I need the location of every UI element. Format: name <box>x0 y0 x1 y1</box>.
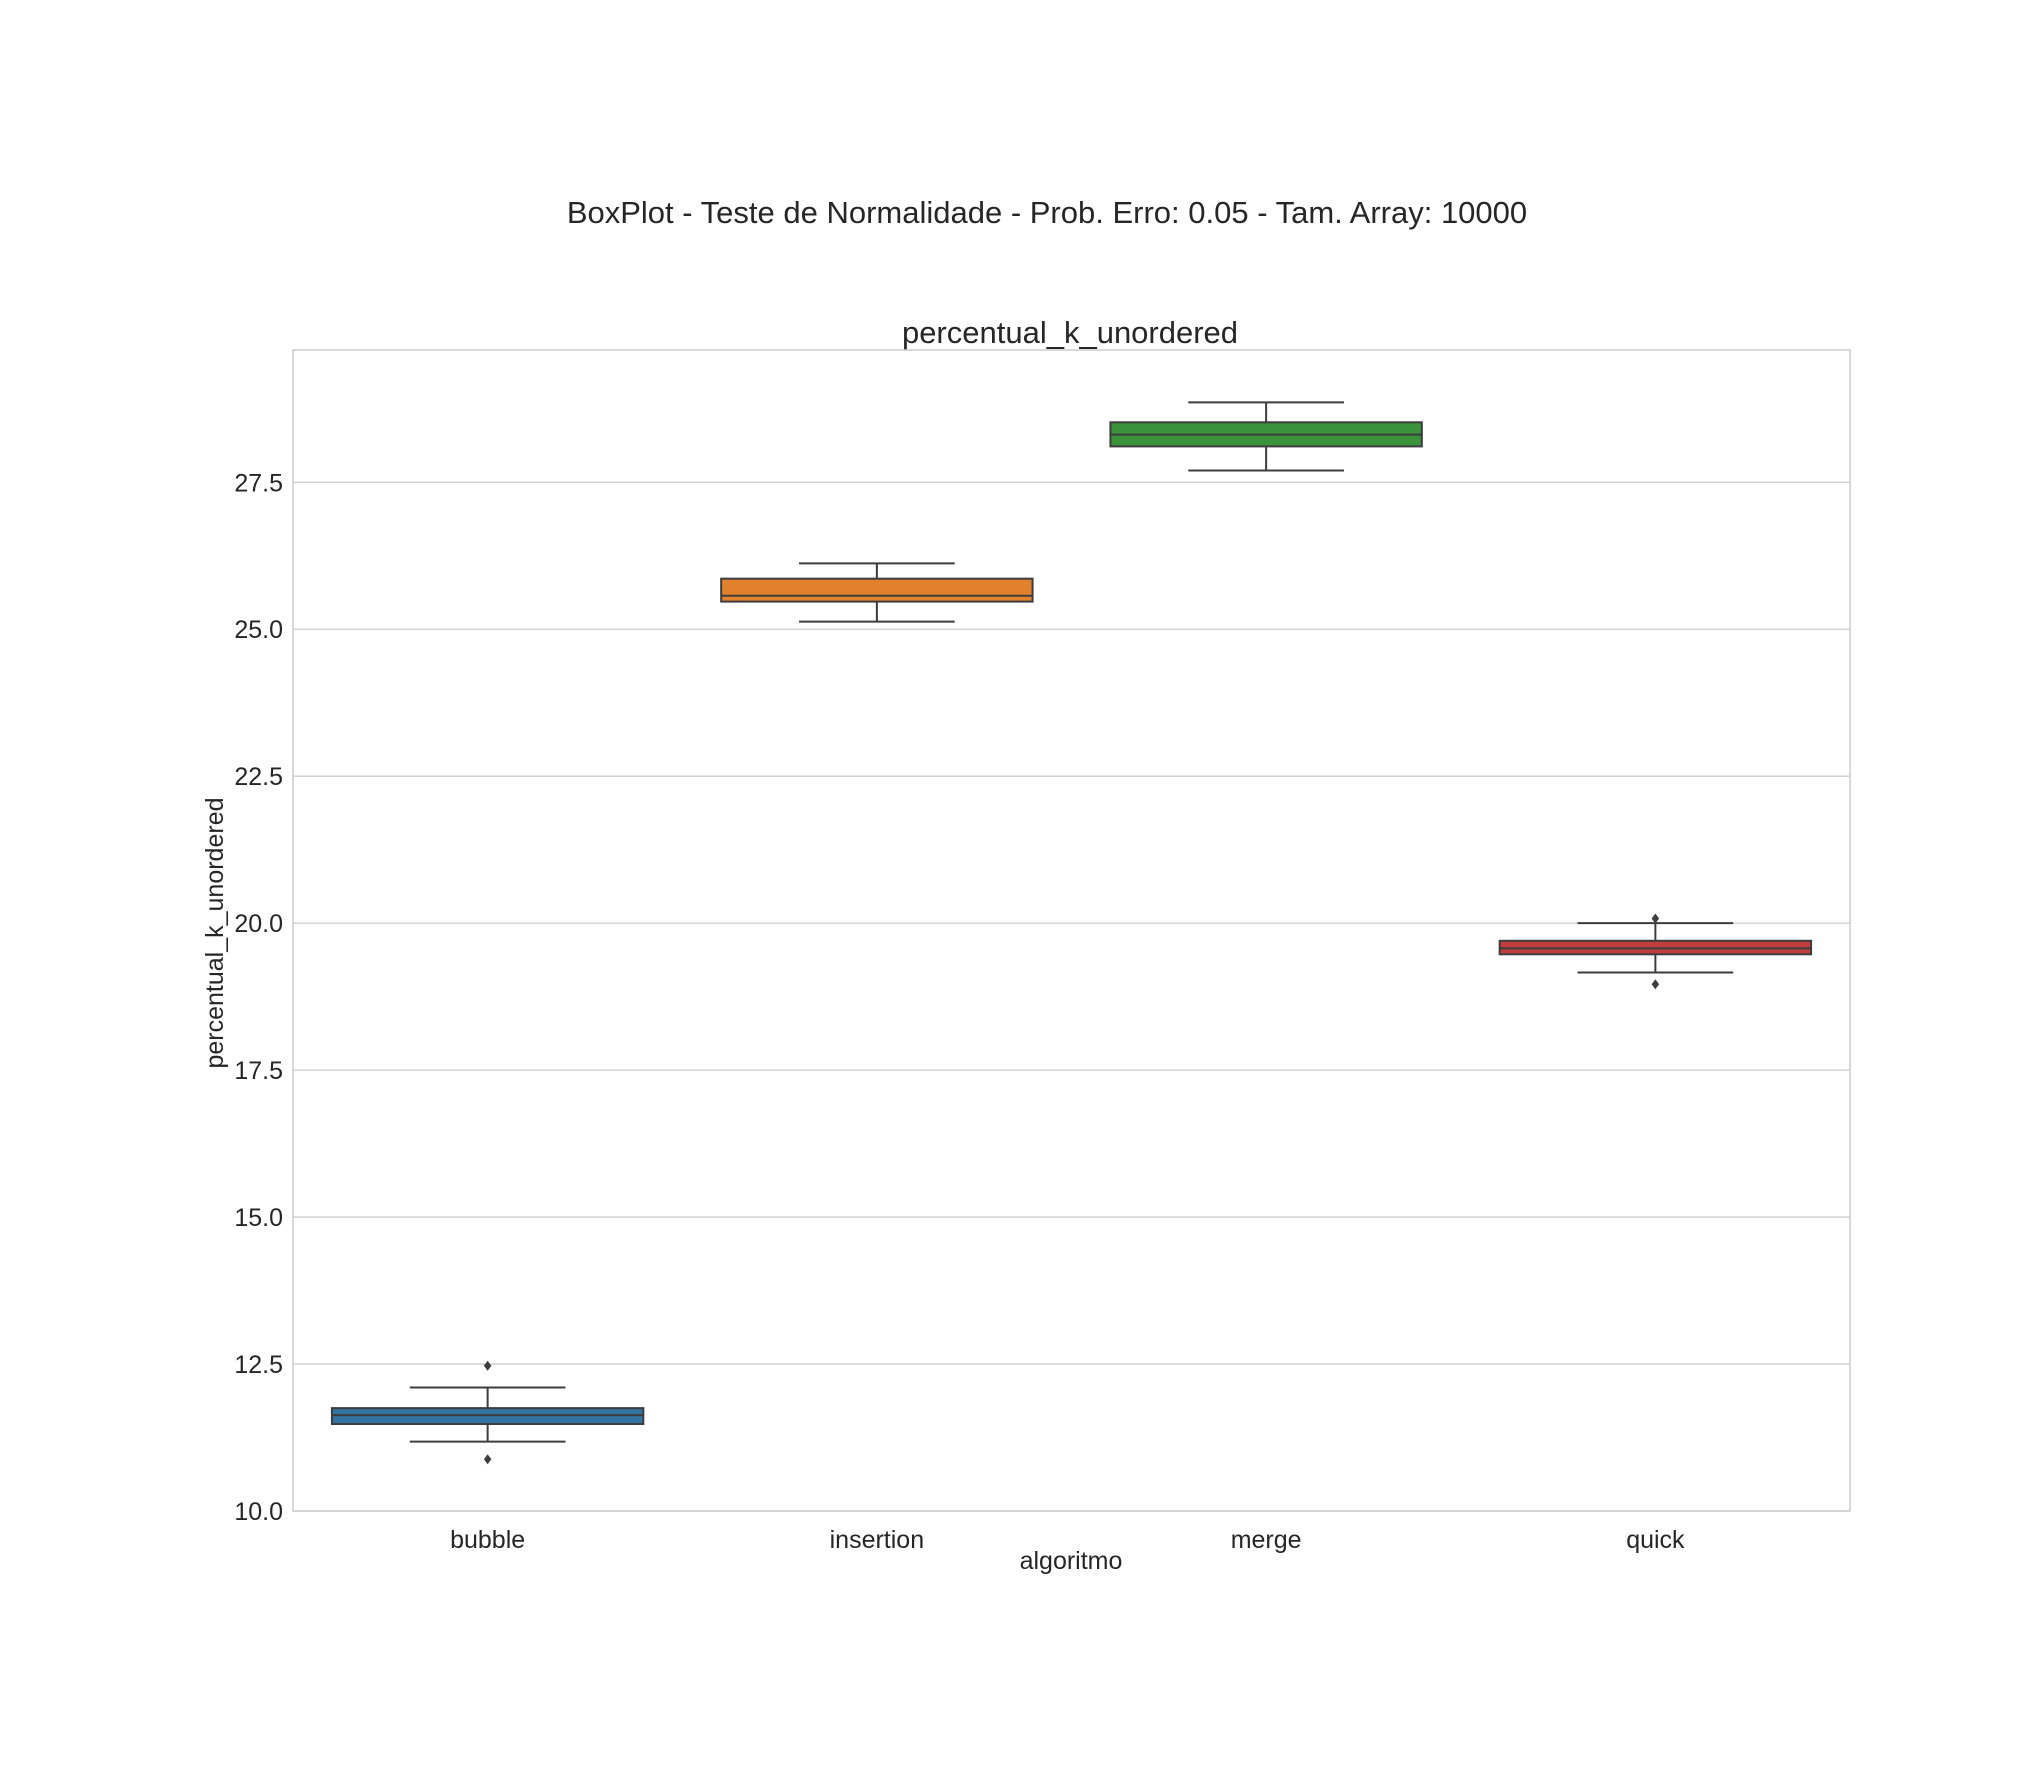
plot-frame <box>292 349 1851 1512</box>
y-tick-label: 12.5 <box>234 1351 283 1379</box>
x-axis-label: algoritmo <box>1020 1547 1123 1575</box>
iqr-box <box>720 577 1034 603</box>
axes-title: percentual_k_unordered <box>902 315 1238 350</box>
outlier-point <box>1651 913 1660 924</box>
outlier-point <box>1651 979 1660 990</box>
chart-title: BoxPlot - Teste de Normalidade - Prob. E… <box>567 195 1527 230</box>
box-merge <box>1109 401 1423 472</box>
box-insertion <box>720 562 1034 623</box>
plot-border <box>292 349 1851 1512</box>
y-tick-label: 20.0 <box>234 910 283 938</box>
grid-lines <box>293 481 1850 1512</box>
x-tick-label: quick <box>1626 1526 1685 1554</box>
y-tick-label: 15.0 <box>234 1204 283 1232</box>
y-tick-label: 10.0 <box>234 1498 283 1526</box>
box-series <box>330 401 1813 1465</box>
y-tick-label: 25.0 <box>234 616 283 644</box>
y-tick-label: 22.5 <box>234 763 283 791</box>
x-tick-label: bubble <box>450 1526 525 1554</box>
outlier-point <box>483 1454 492 1465</box>
outlier-point <box>483 1360 492 1371</box>
x-tick-label: merge <box>1231 1526 1302 1554</box>
box-bubble <box>330 1360 645 1465</box>
y-tick-labels: 10.0 12.5 15.0 17.5 20.0 22.5 25.0 27.5 <box>234 469 283 1526</box>
y-tick-label: 17.5 <box>234 1057 283 1085</box>
x-tick-label: insertion <box>830 1526 925 1554</box>
y-tick-label: 27.5 <box>234 469 283 497</box>
y-axis-label: percentual_k_unordered <box>201 797 229 1068</box>
x-tick-labels: bubble insertion merge quick <box>450 1526 1685 1554</box>
box-quick <box>1498 913 1813 990</box>
